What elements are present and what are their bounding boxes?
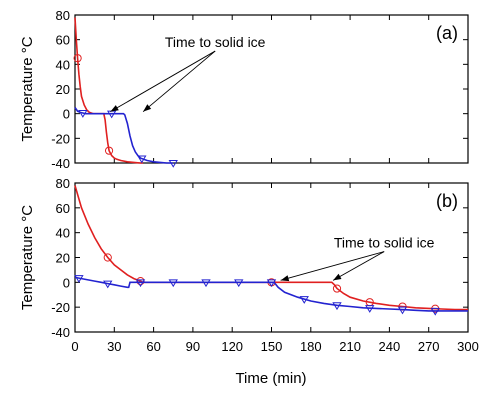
- series-line-blue: [74, 107, 174, 164]
- y-tick-label: -40: [51, 325, 70, 340]
- series-marker-blue: [135, 279, 146, 288]
- y-axis-title: Temperature °C: [19, 205, 36, 310]
- y-axis-title: Temperature °C: [19, 36, 36, 141]
- x-tick-label: 150: [261, 339, 283, 354]
- series-marker-blue: [430, 307, 440, 316]
- panel-label: (a): [436, 23, 458, 43]
- x-tick-label: 120: [221, 339, 243, 354]
- annotation-arrow-head: [143, 104, 152, 112]
- y-tick-label: -40: [51, 156, 70, 171]
- series-marker-red: [104, 146, 114, 155]
- series-marker-blue: [266, 279, 277, 288]
- series-line-red: [74, 17, 144, 164]
- series-marker-blue: [201, 279, 211, 288]
- annotation-arrow-line: [110, 50, 216, 113]
- y-tick-label: 0: [63, 275, 70, 290]
- x-tick-label: 300: [457, 339, 479, 354]
- y-tick-label: 0: [63, 107, 70, 122]
- panel-a-chart: 80 60 40 20 0 -20 -40 Temperature °C (a) Time to …: [19, 8, 469, 171]
- series-marker-red: [73, 54, 82, 63]
- series-marker-blue: [234, 279, 244, 288]
- series-marker-blue: [397, 306, 408, 315]
- x-tick-label: 90: [186, 339, 200, 354]
- series-marker-blue: [168, 160, 178, 168]
- y-tick-label: -20: [51, 300, 70, 315]
- x-tick-label: 240: [379, 339, 401, 354]
- x-tick-label: 30: [107, 339, 121, 354]
- x-axis-title: Time (min): [235, 370, 306, 387]
- annotation-text: Time to solid ice: [334, 235, 435, 251]
- annotation-text: Time to solid ice: [165, 34, 266, 50]
- x-tick-label: 180: [300, 339, 322, 354]
- series-line-blue: [74, 276, 468, 312]
- x-tick-label: 270: [418, 339, 440, 354]
- annotation-arrow-head: [110, 105, 119, 112]
- y-tick-label: 60: [56, 33, 70, 48]
- y-tick-label: -20: [51, 131, 70, 146]
- y-tick-label: 80: [56, 8, 70, 23]
- series-marker-blue: [103, 280, 113, 289]
- annotation-arrow-line: [332, 251, 385, 281]
- series-marker-red: [332, 284, 342, 293]
- panel-b-chart: 0 30 60 90 120 150 180 210 240 270 300 80 60 40 20 0 -20…: [19, 176, 479, 354]
- x-tick-label: 60: [146, 339, 160, 354]
- x-tick-label: 210: [339, 339, 361, 354]
- annotation-arrow-line: [280, 251, 385, 281]
- series-marker-blue: [137, 155, 147, 164]
- y-tick-label: 80: [56, 176, 70, 191]
- series-marker-blue: [365, 305, 375, 313]
- series-marker-blue: [299, 296, 309, 304]
- x-tick-label: 0: [71, 339, 78, 354]
- y-tick-label: 40: [56, 57, 70, 72]
- annotation-arrow-head: [280, 275, 290, 282]
- y-tick-label: 20: [56, 251, 70, 266]
- series-marker-blue: [78, 110, 88, 118]
- annotation-arrow-head: [333, 273, 342, 281]
- series-marker-blue: [74, 275, 84, 283]
- panel-label: (b): [436, 191, 458, 211]
- annotation-arrow-line: [142, 50, 216, 113]
- y-tick-label: 20: [56, 82, 70, 97]
- y-tick-label: 40: [56, 226, 70, 241]
- series-marker-blue: [168, 279, 178, 288]
- series-marker-blue: [332, 302, 342, 311]
- series-marker-red: [103, 253, 112, 262]
- y-tick-label: 60: [56, 201, 70, 216]
- plot-frame: [74, 14, 469, 164]
